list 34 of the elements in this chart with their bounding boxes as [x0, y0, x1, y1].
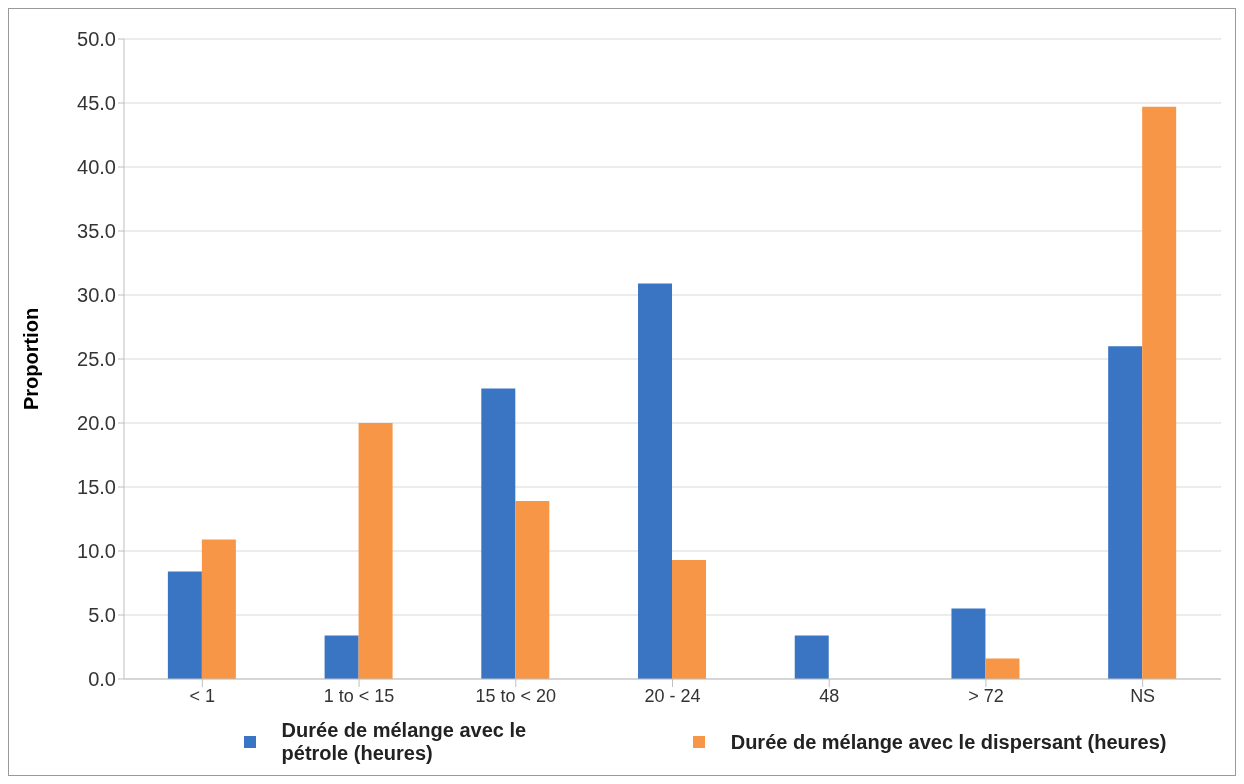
x-tick-label: > 72	[968, 685, 1004, 706]
bar	[515, 501, 550, 679]
bar	[794, 635, 829, 679]
bar	[167, 571, 202, 679]
x-tick-label: 20 - 24	[644, 685, 701, 706]
bar	[324, 635, 359, 679]
bar	[951, 608, 986, 679]
y-tick-label: 0.0	[88, 668, 116, 691]
y-axis-title: Proportion	[20, 307, 43, 411]
bar	[638, 283, 673, 679]
y-tick-label: 30.0	[77, 284, 116, 307]
bar	[481, 388, 516, 679]
y-tick-label: 40.0	[77, 156, 116, 179]
bar	[672, 559, 707, 679]
bar	[985, 658, 1020, 679]
x-tick-label: 48	[819, 685, 840, 706]
bar	[1142, 106, 1177, 679]
y-tick-label: 15.0	[77, 476, 116, 499]
bar	[358, 423, 393, 679]
y-tick-label: 25.0	[77, 348, 116, 371]
y-tick-label: 5.0	[88, 604, 116, 627]
x-tick-label: NS	[1130, 685, 1156, 706]
bar	[201, 539, 236, 679]
legend-label: Durée de mélange avec le dispersant (heures)	[730, 730, 1167, 754]
x-tick-label: 15 to < 20	[475, 685, 557, 706]
x-tick-label: < 1	[189, 685, 216, 706]
y-tick-label: 50.0	[77, 28, 116, 51]
x-tick-label: 1 to < 15	[323, 685, 395, 706]
y-tick-label: 10.0	[77, 540, 116, 563]
y-tick-label: 45.0	[77, 92, 116, 115]
y-tick-label: 20.0	[77, 412, 116, 435]
legend-label: Durée de mélange avec le pétrole (heures)	[281, 719, 528, 765]
y-tick-label: 35.0	[77, 220, 116, 243]
bar	[1108, 346, 1143, 679]
